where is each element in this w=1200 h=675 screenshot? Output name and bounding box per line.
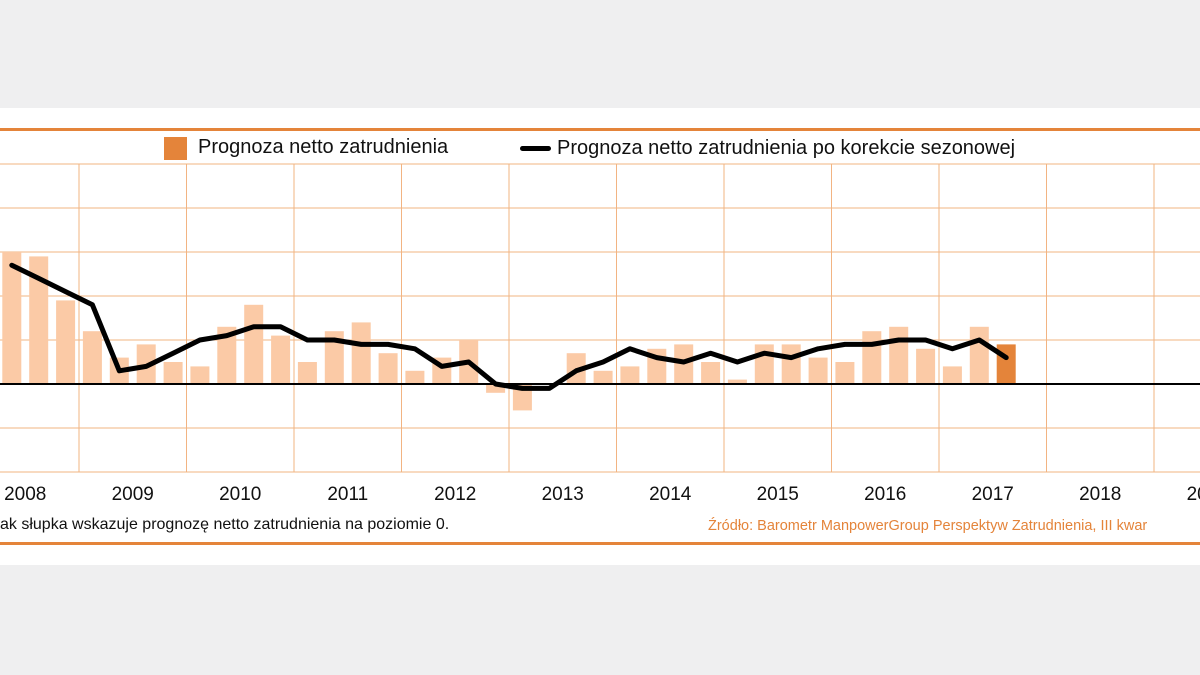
legend-line-swatch bbox=[520, 146, 551, 151]
bar bbox=[244, 304, 264, 384]
x-tick-label: 2016 bbox=[864, 484, 906, 505]
bar bbox=[781, 344, 801, 384]
bar bbox=[82, 331, 102, 384]
source-note: Źródło: Barometr ManpowerGroup Perspekty… bbox=[708, 518, 1148, 534]
bar bbox=[620, 366, 640, 384]
x-tick-label: 2011 bbox=[327, 484, 368, 505]
bar bbox=[351, 322, 371, 384]
bar bbox=[297, 362, 317, 384]
x-tick-label: 2010 bbox=[219, 484, 261, 505]
bar bbox=[727, 379, 747, 384]
bar bbox=[862, 331, 882, 384]
x-tick-label: 2015 bbox=[757, 484, 799, 505]
x-tick-label: 2009 bbox=[112, 484, 154, 505]
bar bbox=[190, 366, 210, 384]
bar bbox=[835, 362, 855, 384]
bar bbox=[701, 362, 721, 384]
bar bbox=[889, 326, 909, 384]
top-rule bbox=[0, 128, 1200, 131]
x-tick-label: 2012 bbox=[434, 484, 476, 505]
legend-line-label: Prognoza netto zatrudnienia po korekcie … bbox=[557, 137, 1016, 159]
x-tick-label: 2014 bbox=[649, 484, 692, 505]
bar bbox=[271, 335, 291, 384]
chart-panel: Prognoza netto zatrudnienia Prognoza net… bbox=[0, 108, 1200, 565]
legend-bar-label: Prognoza netto zatrudnienia bbox=[198, 136, 449, 158]
bar bbox=[754, 344, 774, 384]
bar bbox=[808, 357, 828, 384]
bar bbox=[916, 348, 936, 384]
bar bbox=[29, 256, 49, 384]
bar bbox=[942, 366, 962, 384]
bar bbox=[405, 370, 425, 384]
bar bbox=[378, 353, 398, 384]
bar bbox=[486, 384, 506, 393]
x-tick-label: 2017 bbox=[972, 484, 1014, 505]
x-tick-label: 2013 bbox=[542, 484, 584, 505]
bar bbox=[324, 331, 344, 384]
bar bbox=[593, 370, 613, 384]
bar bbox=[163, 362, 183, 384]
bar bbox=[56, 300, 76, 384]
x-tick-label: 2018 bbox=[1079, 484, 1121, 505]
bar bbox=[217, 326, 237, 384]
x-tick-label: 2008 bbox=[4, 484, 46, 505]
x-tick-label: 2019 bbox=[1187, 484, 1200, 505]
bar bbox=[969, 326, 989, 384]
bar bbox=[2, 252, 22, 384]
chart-plot: 2008 2009 2010 2011 2012 2013 2014 2015 2016 2017… bbox=[0, 163, 1200, 505]
legend-bar-swatch bbox=[164, 137, 187, 160]
footnote: ak słupka wskazuje prognozę netto zatrud… bbox=[0, 516, 450, 533]
bottom-rule bbox=[0, 542, 1200, 545]
seasonally-adjusted-line bbox=[9, 262, 1009, 391]
